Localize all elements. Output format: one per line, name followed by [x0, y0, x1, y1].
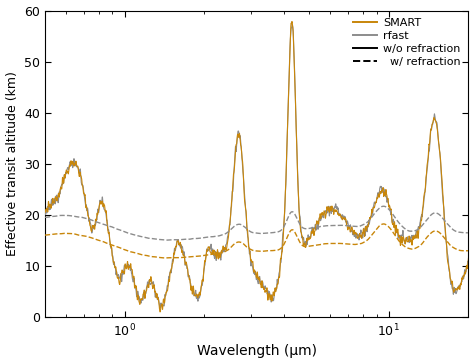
Legend: SMART, rfast, w/o refraction,   w/ refraction: SMART, rfast, w/o refraction, w/ refract…	[351, 16, 463, 69]
X-axis label: Wavelength (μm): Wavelength (μm)	[197, 344, 317, 359]
Y-axis label: Effective transit altitude (km): Effective transit altitude (km)	[6, 72, 18, 256]
